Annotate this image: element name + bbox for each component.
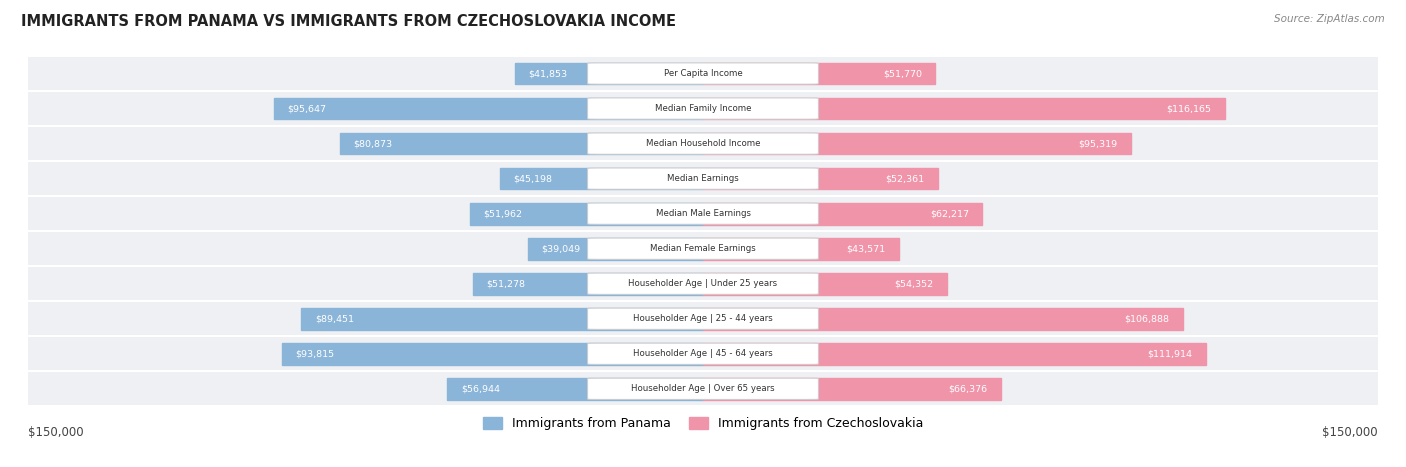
Bar <box>703 168 938 190</box>
FancyBboxPatch shape <box>588 133 818 154</box>
FancyBboxPatch shape <box>588 203 818 224</box>
Bar <box>703 378 1001 400</box>
Text: Householder Age | 25 - 44 years: Householder Age | 25 - 44 years <box>633 314 773 323</box>
Text: $66,376: $66,376 <box>949 384 987 393</box>
Text: $51,770: $51,770 <box>883 69 922 78</box>
Bar <box>28 372 1378 405</box>
Text: $51,278: $51,278 <box>486 279 526 288</box>
Text: $41,853: $41,853 <box>529 69 568 78</box>
Text: $95,647: $95,647 <box>287 104 326 113</box>
Bar <box>515 63 703 85</box>
Text: $56,944: $56,944 <box>461 384 499 393</box>
Bar <box>28 302 1378 335</box>
FancyBboxPatch shape <box>588 63 818 84</box>
Bar <box>28 267 1378 300</box>
Bar <box>703 133 1130 155</box>
Bar <box>703 238 898 260</box>
Text: $52,361: $52,361 <box>886 174 925 183</box>
Bar <box>527 238 703 260</box>
FancyBboxPatch shape <box>588 343 818 364</box>
Bar <box>703 343 1205 365</box>
Bar <box>472 273 703 295</box>
Text: Source: ZipAtlas.com: Source: ZipAtlas.com <box>1274 14 1385 24</box>
Text: $45,198: $45,198 <box>513 174 553 183</box>
Text: Householder Age | 45 - 64 years: Householder Age | 45 - 64 years <box>633 349 773 358</box>
Text: $93,815: $93,815 <box>295 349 335 358</box>
Bar <box>28 232 1378 265</box>
Text: Median Female Earnings: Median Female Earnings <box>650 244 756 253</box>
Text: $51,962: $51,962 <box>484 209 522 218</box>
Bar <box>703 63 935 85</box>
Text: $116,165: $116,165 <box>1166 104 1211 113</box>
Bar <box>28 162 1378 195</box>
Text: Median Family Income: Median Family Income <box>655 104 751 113</box>
Text: $80,873: $80,873 <box>353 139 392 148</box>
Text: Householder Age | Under 25 years: Householder Age | Under 25 years <box>628 279 778 288</box>
Bar <box>281 343 703 365</box>
FancyBboxPatch shape <box>588 273 818 294</box>
Bar <box>703 273 948 295</box>
Bar <box>28 127 1378 160</box>
FancyBboxPatch shape <box>588 98 818 119</box>
Legend: Immigrants from Panama, Immigrants from Czechoslovakia: Immigrants from Panama, Immigrants from … <box>478 412 928 435</box>
Bar <box>28 57 1378 90</box>
Text: IMMIGRANTS FROM PANAMA VS IMMIGRANTS FROM CZECHOSLOVAKIA INCOME: IMMIGRANTS FROM PANAMA VS IMMIGRANTS FRO… <box>21 14 676 29</box>
Bar <box>703 98 1225 120</box>
FancyBboxPatch shape <box>588 308 818 329</box>
Bar <box>274 98 703 120</box>
Text: Median Household Income: Median Household Income <box>645 139 761 148</box>
Bar <box>28 92 1378 125</box>
Bar <box>340 133 703 155</box>
Text: $89,451: $89,451 <box>315 314 354 323</box>
Text: $106,888: $106,888 <box>1125 314 1170 323</box>
FancyBboxPatch shape <box>588 378 818 399</box>
Text: $39,049: $39,049 <box>541 244 581 253</box>
Bar <box>703 308 1182 330</box>
Text: $150,000: $150,000 <box>28 425 84 439</box>
Text: $43,571: $43,571 <box>846 244 886 253</box>
FancyBboxPatch shape <box>588 168 818 189</box>
Text: Median Earnings: Median Earnings <box>666 174 740 183</box>
Text: Per Capita Income: Per Capita Income <box>664 69 742 78</box>
Bar <box>447 378 703 400</box>
Text: Householder Age | Over 65 years: Householder Age | Over 65 years <box>631 384 775 393</box>
Text: $111,914: $111,914 <box>1147 349 1192 358</box>
Text: $54,352: $54,352 <box>894 279 934 288</box>
Bar <box>470 203 703 225</box>
Bar <box>28 337 1378 370</box>
Bar <box>28 197 1378 230</box>
Bar <box>703 203 983 225</box>
Bar <box>301 308 703 330</box>
Text: $150,000: $150,000 <box>1322 425 1378 439</box>
FancyBboxPatch shape <box>588 238 818 259</box>
Text: $62,217: $62,217 <box>929 209 969 218</box>
Text: Median Male Earnings: Median Male Earnings <box>655 209 751 218</box>
Bar <box>501 168 703 190</box>
Text: $95,319: $95,319 <box>1078 139 1118 148</box>
